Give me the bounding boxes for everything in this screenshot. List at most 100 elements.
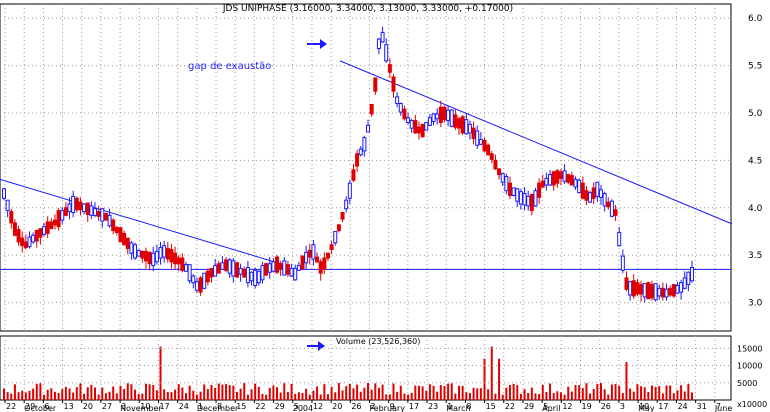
volume-arrow-icon (307, 341, 325, 351)
volume-bar (64, 386, 67, 400)
volume-bar (370, 389, 373, 400)
volume-bar (476, 388, 479, 400)
month-label: 2004 (293, 404, 313, 412)
volume-bars (3, 346, 693, 400)
x-tick-label: 5 (543, 402, 548, 411)
candle-body (384, 44, 389, 62)
candle-body (122, 232, 127, 246)
candle-body (446, 109, 451, 122)
volume-bar (519, 394, 522, 400)
candle-body (5, 199, 10, 212)
y-tick-label: 6.0 (748, 14, 763, 24)
volume-pane-frame (0, 335, 732, 401)
candle-body (355, 153, 360, 167)
volume-bar (210, 384, 213, 400)
volume-bar (421, 386, 424, 400)
volume-bar (301, 392, 304, 400)
x-tick-label: 15 (236, 402, 246, 411)
candle-body (562, 170, 567, 182)
candle-body (82, 203, 87, 213)
month-label: March (446, 404, 470, 412)
candle-body (540, 180, 545, 188)
candle-body (278, 263, 283, 269)
volume-bar (363, 387, 366, 400)
candle-body (675, 285, 680, 294)
volume-bar (185, 393, 188, 400)
candle-body (500, 173, 505, 183)
volume-bar (559, 392, 562, 400)
volume-bar (72, 392, 75, 400)
volume-bar (174, 389, 177, 400)
candle-body (551, 171, 556, 186)
volume-bar (356, 384, 359, 400)
candle-body (194, 281, 199, 291)
volume-bar (170, 392, 173, 400)
candle-body (449, 109, 454, 127)
candle-body (9, 211, 14, 224)
candle-body (591, 187, 596, 199)
x-tick-label: 15 (486, 402, 496, 411)
volume-bar (257, 386, 260, 400)
candle-body (56, 210, 61, 228)
candle-body (23, 241, 28, 249)
volume-bar (494, 393, 497, 400)
candle-body (569, 175, 574, 186)
volume-bar (428, 384, 431, 400)
candle-body (140, 250, 145, 259)
candle-body (522, 193, 527, 206)
volume-bar (450, 383, 453, 400)
volume-bar (607, 394, 610, 400)
vol-scale-label: x10000 (737, 400, 767, 409)
volume-bar (461, 385, 464, 400)
candle-body (49, 221, 54, 230)
candle-body (457, 118, 462, 129)
candle-body (409, 120, 414, 129)
volume-bar (574, 385, 577, 400)
candle-body (391, 76, 396, 92)
volume-bar (505, 387, 508, 400)
x-axis: 22 29 6 13 20 27 3 10 17 24 1 8 15 22 29 5 12 20 26 2 9 17 23 1… (4, 400, 721, 411)
volume-bar (181, 387, 184, 400)
candle-body (653, 283, 658, 301)
volume-bar (225, 384, 228, 400)
volume-bar (97, 394, 100, 400)
candle-body (424, 121, 429, 131)
volume-bar (538, 394, 541, 400)
volume-bar (625, 362, 628, 400)
volume-bar (603, 389, 606, 400)
candle-body (671, 284, 676, 297)
gap-arrow-icon (307, 39, 327, 49)
candle-body (511, 187, 516, 196)
volume-bar (534, 393, 537, 400)
candle-body (158, 247, 163, 259)
candle-body (657, 287, 662, 297)
volume-bar (691, 392, 693, 400)
volume-bar (610, 384, 613, 400)
candle-body (369, 103, 374, 115)
candle-body (402, 108, 407, 120)
volume-bar (199, 391, 202, 400)
volume-bar (465, 392, 468, 400)
candle-body (515, 188, 520, 202)
x-tick-label: 24 (179, 402, 189, 411)
x-tick-label: 7 (716, 402, 721, 411)
volume-bar (334, 392, 337, 400)
candle-body (34, 230, 39, 242)
candle-body (322, 257, 327, 270)
volume-bar (79, 383, 82, 400)
candle-body (548, 174, 553, 186)
x-tick-label: 26 (601, 402, 611, 411)
volume-bar (144, 383, 147, 400)
candle-body (147, 251, 152, 265)
volume-bar (134, 389, 137, 400)
volume-bar (592, 388, 595, 400)
volume-bar (90, 384, 93, 400)
candle-body (686, 271, 691, 286)
volume-bar (563, 394, 566, 400)
volume-bar (414, 385, 417, 400)
candle-body (227, 259, 232, 274)
candle-body (635, 282, 640, 295)
volume-bar (479, 388, 482, 400)
volume-bar (676, 390, 679, 400)
candle-body (395, 96, 400, 105)
